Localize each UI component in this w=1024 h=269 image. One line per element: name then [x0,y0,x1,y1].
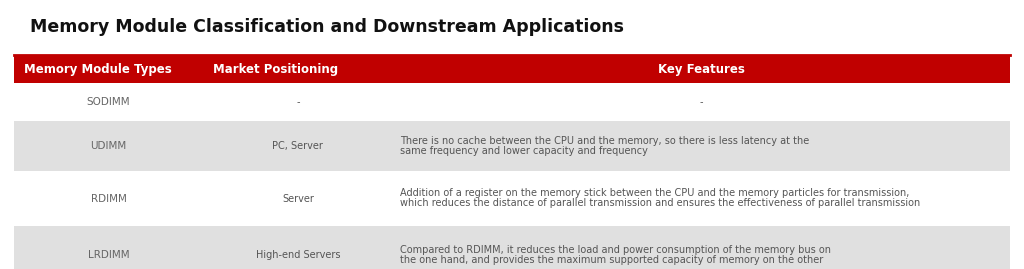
Text: -: - [296,97,300,107]
Text: the one hand, and provides the maximum supported capacity of memory on the other: the one hand, and provides the maximum s… [400,255,823,265]
Text: -: - [699,97,703,107]
Text: PC, Server: PC, Server [272,141,324,151]
Text: RDIMM: RDIMM [91,193,127,204]
Bar [14,226,1010,269]
Text: Addition of a register on the memory stick between the CPU and the memory partic: Addition of a register on the memory sti… [400,189,910,199]
Text: SODIMM: SODIMM [87,97,130,107]
Text: Compared to RDIMM, it reduces the load and power consumption of the memory bus o: Compared to RDIMM, it reduces the load a… [400,245,831,255]
Text: There is no cache between the CPU and the memory, so there is less latency at th: There is no cache between the CPU and th… [400,136,810,146]
Text: same frequency and lower capacity and frequency: same frequency and lower capacity and fr… [400,146,648,156]
Bar [14,83,1010,121]
Text: Memory Module Types: Memory Module Types [24,62,172,76]
Bar [14,55,1010,83]
Text: LRDIMM: LRDIMM [88,250,129,260]
Bar [14,121,1010,171]
Text: UDIMM: UDIMM [90,141,127,151]
Text: Memory Module Classification and Downstream Applications: Memory Module Classification and Downstr… [30,18,624,36]
Text: which reduces the distance of parallel transmission and ensures the effectivenes: which reduces the distance of parallel t… [400,199,921,208]
Text: Market Positioning: Market Positioning [213,62,338,76]
Text: Key Features: Key Features [657,62,744,76]
Text: High-end Servers: High-end Servers [256,250,340,260]
Bar [14,171,1010,226]
Text: Server: Server [282,193,313,204]
